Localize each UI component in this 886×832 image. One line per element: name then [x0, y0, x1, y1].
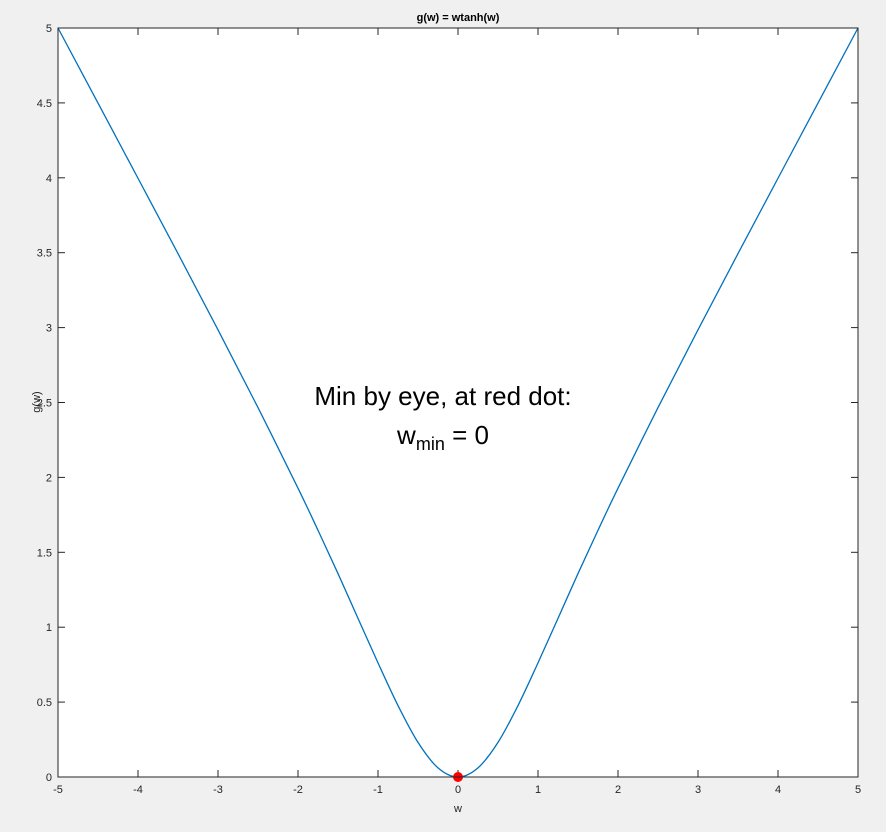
x-tick-label: 4 — [775, 784, 781, 796]
y-tick-label: 4 — [46, 173, 52, 185]
x-tick-label: -1 — [373, 784, 383, 796]
x-tick-label: -3 — [213, 784, 223, 796]
y-tick-label: 4.5 — [37, 98, 52, 110]
y-tick-label: 3 — [46, 323, 52, 335]
x-tick-label: 5 — [855, 784, 861, 796]
y-axis-label: g(w) — [31, 391, 43, 412]
x-tick-label: -2 — [293, 784, 303, 796]
chart-title: g(w) = wtanh(w) — [417, 12, 500, 24]
annotation-line-1: Min by eye, at red dot: — [314, 381, 571, 411]
x-tick-label: 1 — [535, 784, 541, 796]
x-tick-label: 2 — [615, 784, 621, 796]
x-tick-label: -4 — [133, 784, 143, 796]
annotation-w: w — [396, 420, 416, 450]
y-tick-label: 2.5 — [37, 398, 52, 410]
annotation-line-2: wmin = 0 — [396, 420, 489, 454]
plot-area — [58, 28, 858, 777]
y-tick-label: 3.5 — [37, 248, 52, 260]
y-tick-label: 1 — [46, 622, 52, 634]
y-tick-label: 5 — [46, 23, 52, 35]
annotation-rest: = 0 — [445, 420, 489, 450]
plot-frame — [57, 27, 859, 778]
x-tick-label: 0 — [455, 784, 461, 796]
y-tick-label: 2 — [46, 472, 52, 484]
y-tick-label: 1.5 — [37, 547, 52, 559]
x-axis-label: w — [453, 803, 462, 815]
x-tick-label: 3 — [695, 784, 701, 796]
y-tick-label: 0.5 — [37, 697, 52, 709]
annotation-subscript: min — [416, 434, 445, 454]
x-tick-label: -5 — [53, 784, 63, 796]
y-tick-label: 0 — [46, 772, 52, 784]
